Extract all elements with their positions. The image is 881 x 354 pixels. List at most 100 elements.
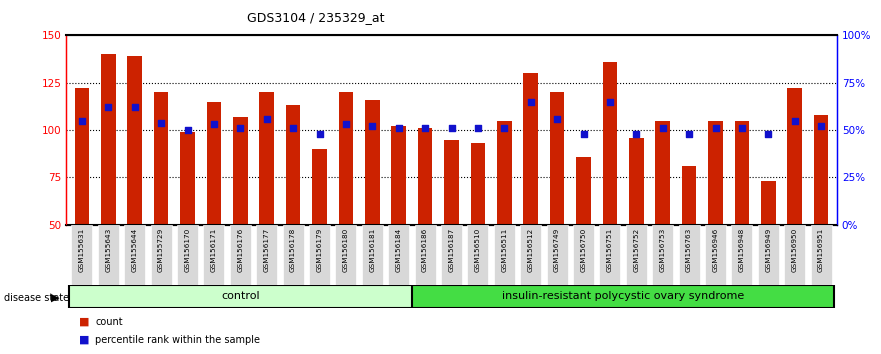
FancyBboxPatch shape [412,285,834,308]
Bar [207,102,221,225]
FancyBboxPatch shape [256,225,278,285]
Bar [788,88,802,225]
FancyBboxPatch shape [573,225,594,285]
FancyBboxPatch shape [599,225,620,285]
Bar [497,121,512,225]
Point [181,127,195,133]
Text: GSM156179: GSM156179 [316,228,322,272]
Text: GSM156750: GSM156750 [581,228,587,272]
Point [550,116,564,121]
Point [154,120,168,125]
FancyBboxPatch shape [98,225,119,285]
FancyBboxPatch shape [705,225,726,285]
Point [207,121,221,127]
Point [735,125,749,131]
Text: GSM156753: GSM156753 [660,228,666,272]
Text: GSM156946: GSM156946 [713,228,719,272]
Bar [285,105,300,225]
Bar [75,88,89,225]
Point [788,118,802,124]
Text: GSM156187: GSM156187 [448,228,455,272]
Bar [470,143,485,225]
FancyBboxPatch shape [493,225,515,285]
Point [233,125,248,131]
FancyBboxPatch shape [71,225,93,285]
Text: GSM156950: GSM156950 [792,228,797,272]
FancyBboxPatch shape [441,225,462,285]
Bar [550,92,565,225]
FancyBboxPatch shape [626,225,647,285]
FancyBboxPatch shape [124,225,145,285]
Text: count: count [95,317,122,327]
Bar [365,100,380,225]
FancyBboxPatch shape [389,225,410,285]
FancyBboxPatch shape [652,225,673,285]
Text: control: control [221,291,260,302]
Text: insulin-resistant polycystic ovary syndrome: insulin-resistant polycystic ovary syndr… [502,291,744,302]
Point [523,99,537,104]
Bar [761,181,775,225]
Bar [603,62,618,225]
Point [629,131,643,137]
Bar [655,121,670,225]
Bar [523,73,538,225]
Text: GSM156180: GSM156180 [343,228,349,272]
Text: GSM156186: GSM156186 [422,228,428,272]
Text: GSM155729: GSM155729 [158,228,164,272]
Text: GSM156184: GSM156184 [396,228,402,272]
Point [761,131,775,137]
Bar [259,92,274,225]
Point [603,99,617,104]
Point [497,125,511,131]
Bar [154,92,168,225]
Point [366,124,380,129]
Bar [682,166,696,225]
Bar [128,56,142,225]
FancyBboxPatch shape [204,225,225,285]
FancyBboxPatch shape [283,225,304,285]
Text: GSM156171: GSM156171 [211,228,217,272]
Bar [708,121,722,225]
FancyBboxPatch shape [415,225,436,285]
Text: GSM156181: GSM156181 [369,228,375,272]
Bar [312,149,327,225]
Point [814,124,828,129]
Text: disease state: disease state [4,293,70,303]
Text: GSM156512: GSM156512 [528,228,534,272]
Text: GSM156510: GSM156510 [475,228,481,272]
Point [655,125,670,131]
Text: percentile rank within the sample: percentile rank within the sample [95,335,260,345]
FancyBboxPatch shape [151,225,172,285]
Text: ■: ■ [79,335,90,345]
Text: GDS3104 / 235329_at: GDS3104 / 235329_at [247,11,384,24]
Point [339,121,353,127]
Point [392,125,406,131]
Bar [576,156,591,225]
FancyBboxPatch shape [758,225,779,285]
FancyBboxPatch shape [467,225,488,285]
Point [75,118,89,124]
Point [444,125,458,131]
Point [576,131,590,137]
Text: GSM156177: GSM156177 [263,228,270,272]
Bar [444,139,459,225]
Text: GSM156749: GSM156749 [554,228,560,272]
FancyBboxPatch shape [230,225,251,285]
Point [286,125,300,131]
FancyBboxPatch shape [731,225,752,285]
Text: GSM156763: GSM156763 [686,228,692,272]
Text: GSM155631: GSM155631 [79,228,85,272]
Text: GSM156511: GSM156511 [501,228,507,272]
Text: ■: ■ [79,317,90,327]
Text: GSM156948: GSM156948 [739,228,745,272]
Text: GSM155643: GSM155643 [106,228,111,272]
Text: GSM156176: GSM156176 [237,228,243,272]
Point [708,125,722,131]
Point [260,116,274,121]
Point [470,125,485,131]
Bar [338,92,353,225]
Bar [735,121,749,225]
FancyBboxPatch shape [69,285,412,308]
Bar [814,115,828,225]
Point [101,104,115,110]
